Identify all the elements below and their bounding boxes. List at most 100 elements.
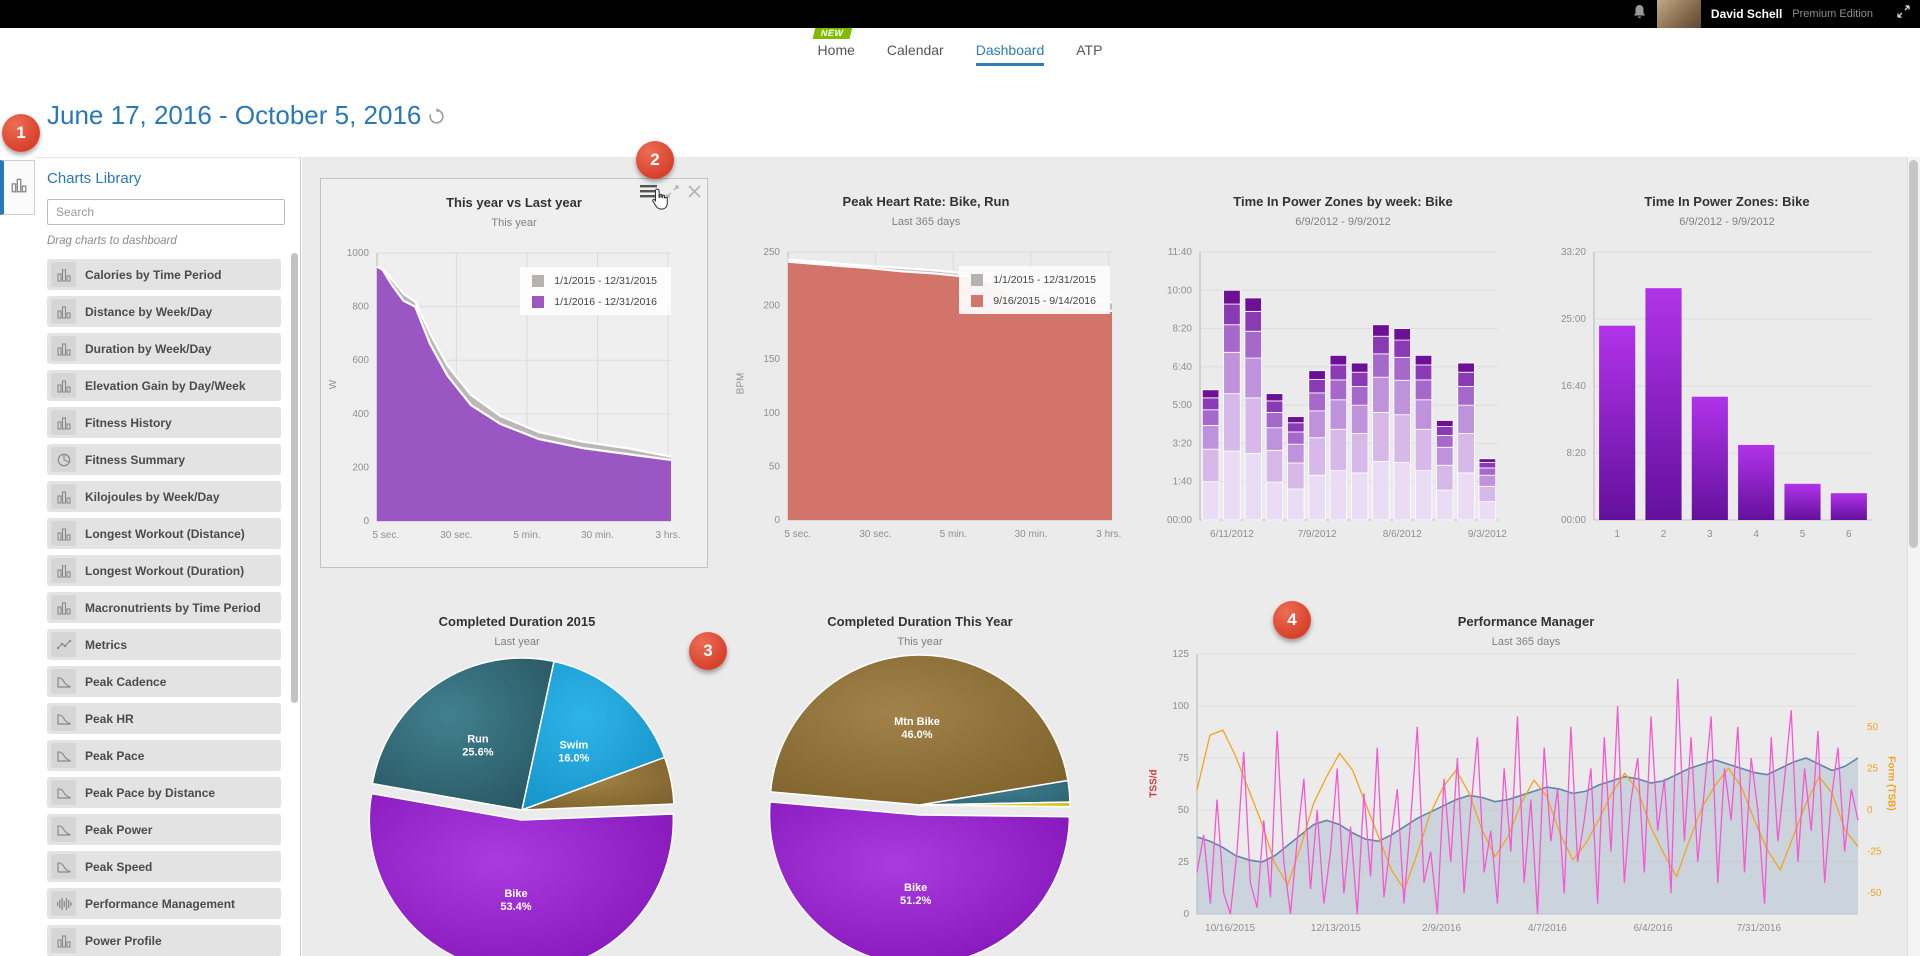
svg-text:3: 3 xyxy=(1707,529,1713,540)
bar-chart-icon xyxy=(51,595,76,620)
library-item-label: Peak Pace by Distance xyxy=(85,785,216,800)
curve-icon xyxy=(51,706,76,731)
svg-text:16:40: 16:40 xyxy=(1561,381,1586,392)
chart-expand-icon[interactable] xyxy=(666,185,679,198)
library-item[interactable]: Macronutrients by Time Period xyxy=(47,592,281,623)
chart-panel-completed-duration-this-year[interactable]: Mtn Bike 46.0% Bike 51.2% Completed Duratio… xyxy=(750,598,1090,956)
svg-text:5 min.: 5 min. xyxy=(940,529,967,540)
svg-text:8:20: 8:20 xyxy=(1567,448,1587,459)
chart-subtitle: This year xyxy=(897,636,943,648)
svg-text:800: 800 xyxy=(352,302,369,313)
library-item[interactable]: Peak Pace by Distance xyxy=(47,777,281,808)
library-item[interactable]: Elevation Gain by Day/Week xyxy=(47,370,281,401)
library-item[interactable]: Duration by Week/Day xyxy=(47,333,281,364)
sidebar-scrollbar[interactable] xyxy=(291,253,298,703)
svg-text:0: 0 xyxy=(1183,909,1189,920)
chart-menu-icon[interactable] xyxy=(640,185,657,198)
chart-subtitle: Last year xyxy=(494,636,540,648)
curve-icon xyxy=(51,780,76,805)
svg-text:100: 100 xyxy=(763,408,780,419)
library-item-label: Longest Workout (Distance) xyxy=(85,526,245,541)
library-item-label: Duration by Week/Day xyxy=(85,341,212,356)
svg-text:0: 0 xyxy=(774,515,780,526)
tab-home[interactable]: Home NEW xyxy=(812,27,855,66)
legend-entry: 9/16/2015 - 9/14/2016 xyxy=(959,290,1110,311)
chart-panel-peak-heart-rate[interactable]: Peak Heart Rate: Bike, Run Last 365 days… xyxy=(712,178,1140,568)
library-item[interactable]: Calories by Time Period xyxy=(47,259,281,290)
curve-icon xyxy=(51,743,76,768)
library-item[interactable]: Metrics xyxy=(47,629,281,660)
library-item-label: Power Profile xyxy=(85,933,162,948)
chart-close-icon[interactable] xyxy=(688,185,701,198)
curve-icon xyxy=(51,817,76,842)
svg-text:4: 4 xyxy=(1753,529,1759,540)
user-name[interactable]: David Schell xyxy=(1710,7,1783,21)
chart-title: Completed Duration This Year xyxy=(827,614,1013,629)
svg-text:11:40: 11:40 xyxy=(1168,247,1193,258)
date-range[interactable]: June 17, 2016 - October 5, 2016 xyxy=(47,100,422,130)
fullscreen-icon[interactable] xyxy=(1897,5,1910,23)
tab-calendar[interactable]: Calendar xyxy=(886,42,944,58)
svg-text:6/11/2012: 6/11/2012 xyxy=(1210,529,1254,540)
library-item[interactable]: Performance Management xyxy=(47,888,281,919)
bar-chart-icon xyxy=(10,176,28,199)
chart-title: Completed Duration 2015 xyxy=(438,614,596,629)
chart-panel-power-zones[interactable]: Time In Power Zones: Bike 6/9/2012 - 9/9… xyxy=(1548,178,1906,568)
svg-text:100: 100 xyxy=(1172,701,1189,712)
svg-text:7/9/2012: 7/9/2012 xyxy=(1298,529,1337,540)
chart-subtitle: This year xyxy=(491,217,537,229)
library-item[interactable]: Peak Pace xyxy=(47,740,281,771)
search-input[interactable] xyxy=(47,199,285,225)
chart-title: This year vs Last year xyxy=(446,195,582,210)
svg-text:1:40: 1:40 xyxy=(1173,477,1193,488)
curve-icon xyxy=(51,669,76,694)
bar-chart-icon xyxy=(51,928,76,953)
chart-panel-this-year-vs-last-year[interactable]: This year vs Last year This year W 5 sec… xyxy=(320,178,708,568)
svg-text:50: 50 xyxy=(1867,722,1879,733)
library-item-label: Peak Pace xyxy=(85,748,145,763)
bar-chart-icon xyxy=(51,373,76,398)
annotation-badge-2: 2 xyxy=(636,141,674,179)
avatar[interactable] xyxy=(1656,0,1701,28)
svg-text:5 sec.: 5 sec. xyxy=(372,530,399,541)
chart-subtitle: Last 365 days xyxy=(1491,636,1561,648)
library-item[interactable]: Longest Workout (Duration) xyxy=(47,555,281,586)
library-item-label: Longest Workout (Duration) xyxy=(85,563,245,578)
library-item[interactable]: Power Profile xyxy=(47,925,281,956)
chart-title: Time In Power Zones: Bike xyxy=(1644,194,1810,209)
library-item[interactable]: Fitness Summary xyxy=(47,444,281,475)
bar-chart-icon xyxy=(51,521,76,546)
notifications-bell-icon[interactable] xyxy=(1632,4,1647,25)
svg-text:25: 25 xyxy=(1178,857,1190,868)
library-item[interactable]: Fitness History xyxy=(47,407,281,438)
bar-chart-svg: 00:00 8:20 16:40 25:00 33:20 1 2 3 4 5 6 xyxy=(1561,247,1872,540)
refresh-icon[interactable] xyxy=(428,108,445,130)
library-item[interactable]: Kilojoules by Week/Day xyxy=(47,481,281,512)
dashboard-scrollbar[interactable] xyxy=(1907,157,1920,956)
legend-entry: 1/1/2016 - 12/31/2016 xyxy=(520,291,671,312)
dashboard-scrollbar-thumb[interactable] xyxy=(1909,160,1918,548)
library-item[interactable]: Peak Cadence xyxy=(47,666,281,697)
chart-panel-power-zones-by-week[interactable]: Time In Power Zones by week: Bike 6/9/20… xyxy=(1142,178,1544,568)
charts-library-toggle[interactable] xyxy=(0,160,35,215)
svg-text:-25: -25 xyxy=(1867,847,1882,858)
library-item-label: Kilojoules by Week/Day xyxy=(85,489,220,504)
library-item[interactable]: Peak HR xyxy=(47,703,281,734)
svg-text:2/9/2016: 2/9/2016 xyxy=(1422,923,1461,934)
library-item[interactable]: Distance by Week/Day xyxy=(47,296,281,327)
tab-atp[interactable]: ATP xyxy=(1076,42,1103,58)
library-item[interactable]: Longest Workout (Distance) xyxy=(47,518,281,549)
library-item-label: Peak Cadence xyxy=(85,674,167,689)
chart-panel-performance-manager[interactable]: Performance Manager Last 365 days TSS/d … xyxy=(1142,598,1910,956)
library-item[interactable]: Peak Speed xyxy=(47,851,281,882)
tab-dashboard[interactable]: Dashboard xyxy=(975,42,1045,66)
library-item[interactable]: Peak Power xyxy=(47,814,281,845)
charts-library-panel: Charts Library Drag charts to dashboard … xyxy=(35,157,301,956)
chart-panel-completed-duration-2015[interactable]: Run 25.6% Swim 16.0% Bike 53.4% Completed Dur… xyxy=(322,598,712,956)
svg-text:5 sec.: 5 sec. xyxy=(784,529,811,540)
library-item-label: Performance Management xyxy=(85,896,236,911)
svg-text:200: 200 xyxy=(352,462,369,473)
